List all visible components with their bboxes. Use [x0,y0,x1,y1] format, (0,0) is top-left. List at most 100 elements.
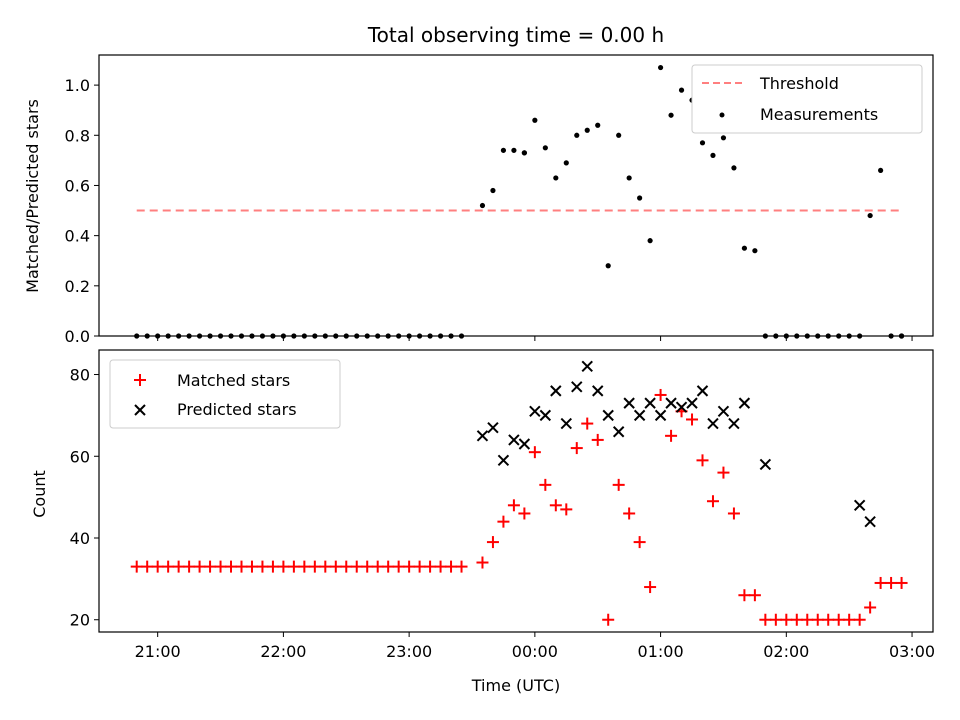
measurement-point [238,333,245,339]
matched-star-point [528,446,541,459]
measurement-point [626,175,632,181]
matched-star-point [141,560,154,573]
top-y-tick-label: 0.0 [65,327,90,346]
predicted-star-point [612,426,625,438]
measurement-point [144,333,150,339]
measurement-point [762,333,768,339]
bottom-x-tick-label: 23:00 [386,642,432,661]
predicted-star-point [476,430,489,442]
top-y-axis-label: Matched/Predicted stars [23,99,42,293]
matched-star-point [151,560,164,573]
measurement-point [815,333,821,339]
matched-star-point [602,613,615,626]
measurement-point [207,333,213,339]
matched-star-point [329,560,342,573]
matched-star-point [843,613,856,626]
measurement-point [165,333,171,339]
measurement-point [312,333,318,339]
measurement-point [417,333,423,339]
measurement-point [490,187,496,194]
measurement-point [563,160,569,166]
bottom-y-tick-label: 40 [70,529,90,548]
matched-star-point [392,560,405,573]
matched-star-point [507,499,520,512]
predicted-star-point [487,421,499,434]
predicted-star-point [497,454,510,467]
bottom-x-tick-label: 03:00 [889,642,935,661]
bottom-x-tick-label: 02:00 [763,642,809,661]
measurement-point [710,152,716,158]
matched-star-point [560,503,573,516]
measurement-point [354,333,360,339]
measurement-point [678,87,685,93]
matched-star-point [340,560,353,573]
bottom-legend-box [109,359,341,429]
measurement-point [752,248,758,254]
measurement-point [458,333,465,339]
matched-star-point [832,613,845,626]
measurement-point [134,333,140,339]
matched-star-point [350,560,363,573]
matched-star-point [424,560,437,573]
measurement-point [396,333,402,339]
measurement-point [647,238,653,244]
matched-star-point [486,536,499,549]
predicted-star-point [696,385,709,397]
measurement-point [333,333,339,339]
matched-star-point [277,560,290,573]
measurement-point [825,333,831,339]
measurement-point [616,132,622,138]
matched-star-point [403,560,416,573]
measurement-point [846,333,852,339]
measurement-point [511,147,517,153]
matched-star-point [853,613,866,626]
bottom-y-ticks: 20 40 60 80 [70,366,99,630]
predicted-star-point [665,397,677,409]
predicted-star-point [644,397,656,409]
measurement-point [270,333,276,339]
measurement-point [532,117,538,123]
measurement-point [878,167,884,174]
measurement-point [259,333,266,339]
matched-star-point [748,589,761,602]
top-y-tick-label: 1.0 [65,76,90,95]
predicted-star-point [571,381,583,393]
measurement-point [783,333,789,339]
measurement-point [867,212,873,219]
measurement-point [322,333,328,339]
bottom-x-ticks: 21:00 22:00 23:00 00:00 01:00 02:00 03:00 [135,632,935,661]
measurement-point [280,333,287,339]
matched-star-point [235,560,248,573]
matched-star-point [539,478,552,491]
top-panel-frame [98,54,934,337]
measurement-point [343,333,349,339]
measurement-point [155,333,161,339]
measurement-point [720,135,727,141]
measurement-point [574,132,580,138]
measurement-point [898,333,905,339]
predicted-star-point [759,458,772,471]
measurement-point [657,64,664,71]
matched-star-point [612,478,625,491]
matched-star-point [204,560,217,573]
measurement-point [249,333,255,339]
matched-star-point [759,613,772,626]
matched-star-point [591,433,604,446]
measurement-point [857,333,863,339]
matched-star-point [644,581,657,594]
matched-star-point [371,560,384,573]
bottom-y-axis-label: Count [30,470,49,518]
legend-predicted-swatch [134,404,146,416]
bottom-y-tick-label: 20 [70,611,90,630]
bottom-y-tick-label: 60 [70,447,90,466]
bottom-marks [130,360,908,626]
matched-star-point [801,613,814,626]
predicted-star-point [539,409,552,422]
matched-star-point [382,560,395,573]
predicted-star-point [518,438,531,450]
predicted-star-point [581,360,593,373]
measurement-point [605,263,611,269]
measurement-point [595,122,601,128]
predicted-star-point [592,385,604,397]
matched-star-point [183,560,196,573]
